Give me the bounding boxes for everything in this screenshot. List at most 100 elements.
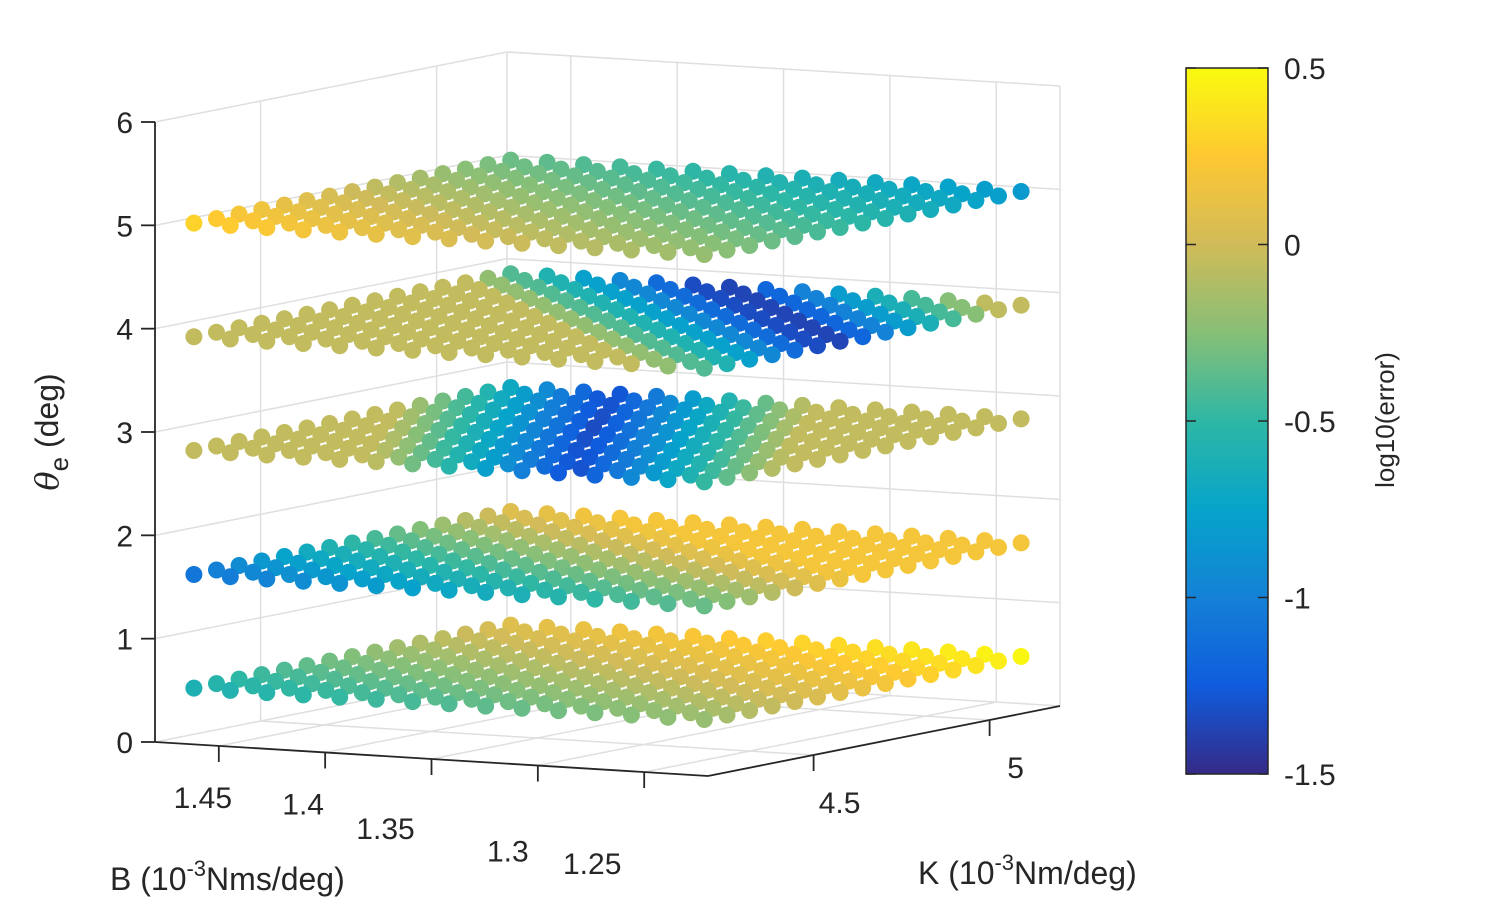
data-point	[922, 201, 940, 218]
data-point	[536, 581, 554, 599]
data-point	[426, 450, 444, 468]
data-point	[440, 581, 458, 599]
k-tick-label: 5	[1007, 752, 1024, 785]
data-point	[695, 711, 713, 728]
data-point	[426, 223, 444, 241]
data-point	[645, 588, 663, 606]
data-point	[550, 702, 567, 720]
b-tick-label: 1.25	[563, 848, 621, 881]
data-point	[944, 310, 962, 328]
data-point	[695, 246, 713, 263]
data-point	[536, 344, 554, 361]
data-point	[513, 462, 531, 480]
data-point	[763, 232, 781, 250]
data-point	[809, 574, 826, 592]
data-point	[294, 686, 312, 704]
data-point	[922, 314, 940, 332]
data-point	[426, 337, 444, 355]
data-point	[572, 232, 590, 250]
data-point	[622, 355, 640, 373]
data-point	[221, 568, 239, 586]
data-point	[572, 346, 590, 364]
data-point	[331, 688, 349, 706]
data-point	[718, 706, 736, 724]
colorbar-ticks: 0.5 0 -0.5 -1 -1.5	[1186, 53, 1336, 792]
data-point	[367, 690, 385, 708]
data-point	[513, 234, 531, 252]
data-point	[440, 344, 458, 361]
data-point	[331, 223, 349, 241]
data-point	[586, 466, 604, 484]
data-point	[244, 326, 262, 343]
data-point	[682, 239, 699, 257]
data-point	[718, 355, 736, 373]
data-point	[682, 704, 699, 722]
data-point	[659, 243, 677, 261]
data-point	[463, 453, 481, 471]
data-point	[990, 652, 1007, 670]
data-point	[809, 337, 826, 355]
data-point	[609, 586, 627, 604]
data-point	[477, 459, 495, 477]
data-point	[990, 414, 1007, 432]
data-point	[404, 579, 422, 597]
data-point	[331, 337, 349, 355]
data-point	[513, 586, 531, 604]
data-point	[1012, 648, 1030, 665]
data-point	[622, 592, 640, 610]
data-point	[513, 699, 531, 717]
data-point	[586, 239, 604, 257]
data-point	[645, 350, 663, 368]
z-axis-label: θe (deg)	[28, 373, 74, 490]
data-point	[899, 670, 917, 688]
data-point	[645, 464, 663, 482]
data-point	[244, 439, 262, 457]
data-point	[353, 332, 371, 350]
data-point	[609, 462, 627, 480]
data-point	[221, 330, 239, 348]
data-point	[426, 574, 444, 592]
data-point	[477, 583, 495, 601]
data-point	[208, 210, 225, 228]
data-point	[854, 565, 872, 583]
data-point	[659, 471, 677, 489]
data-point	[876, 675, 894, 692]
data-point	[536, 457, 554, 475]
data-point	[718, 592, 736, 610]
data-point	[854, 328, 872, 346]
data-point	[536, 695, 554, 713]
data-point	[718, 468, 736, 486]
data-point	[185, 328, 203, 346]
data-point	[390, 686, 408, 704]
data-point	[741, 464, 759, 482]
data-point	[244, 563, 262, 581]
colorbar-tick-label: -1	[1284, 583, 1311, 616]
colorbar-tick-label: 0.5	[1284, 53, 1326, 86]
data-point	[659, 595, 677, 613]
data-point	[695, 359, 713, 377]
z-tick-label: 2	[116, 520, 133, 553]
data-point	[741, 350, 759, 368]
data-point	[550, 588, 567, 606]
data-point	[899, 432, 917, 450]
data-point	[390, 335, 408, 352]
data-point	[645, 702, 663, 719]
b-tick-label: 1.3	[487, 836, 529, 869]
data-point	[586, 590, 604, 608]
data-point	[513, 348, 531, 366]
data-point	[831, 684, 849, 701]
data-point	[1012, 534, 1030, 552]
data-point	[831, 332, 849, 350]
data-point	[586, 353, 604, 370]
colorbar-gradient	[1185, 67, 1269, 775]
data-point	[763, 346, 781, 364]
data-point	[331, 450, 349, 468]
b-axis-label: B (10-3Nms/deg)	[110, 856, 345, 897]
b-tick-label: 1.4	[282, 788, 324, 821]
data-point	[786, 455, 804, 473]
data-point	[741, 237, 759, 254]
data-point	[922, 666, 940, 683]
data-point	[404, 341, 422, 359]
data-point	[695, 473, 713, 491]
